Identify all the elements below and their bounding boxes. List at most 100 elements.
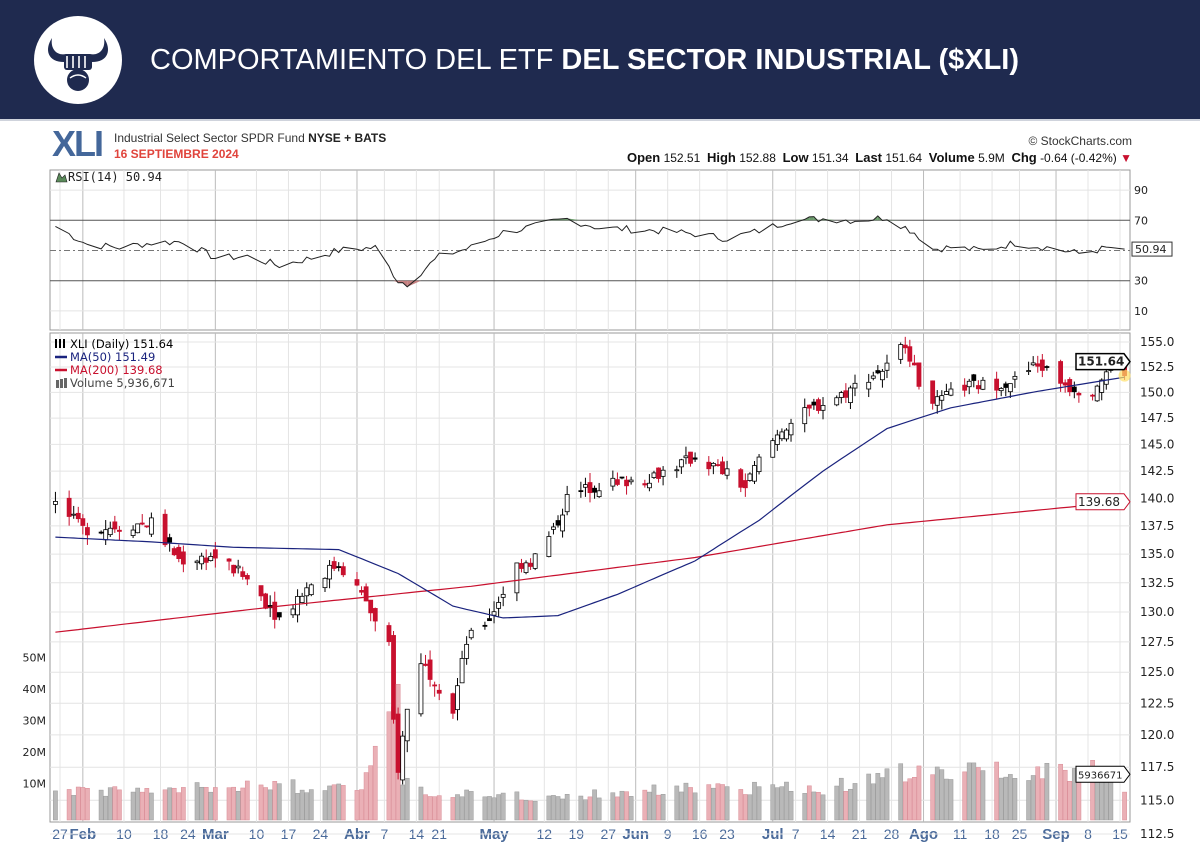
candle-body [1039, 359, 1045, 371]
candle-body [180, 551, 186, 565]
last-price-box [1075, 352, 1131, 371]
open-value: 152.51 [663, 151, 701, 165]
candle [898, 342, 904, 364]
price-panel [49, 332, 1131, 823]
candle-body [788, 422, 794, 436]
candle [194, 559, 200, 570]
candle-body [546, 536, 552, 557]
xli-legend: XLI (Daily) 151.64 [70, 337, 173, 351]
volume-bar [181, 787, 186, 821]
candle-body [427, 659, 433, 680]
candle [706, 456, 712, 476]
volume-bar [400, 784, 406, 821]
candle-body [98, 531, 104, 534]
candle [148, 512, 154, 537]
candle-body [459, 658, 465, 684]
volume-label: Volume [928, 150, 975, 165]
candle [870, 371, 876, 381]
candle [966, 378, 972, 395]
candle [564, 485, 570, 516]
candle [1062, 379, 1068, 393]
candle-body [327, 564, 332, 580]
candle-body [646, 482, 652, 489]
volume-bar [203, 787, 209, 821]
volume-bar [651, 784, 657, 821]
candle-body [1076, 392, 1082, 396]
exchange: NYSE + BATS [308, 131, 387, 145]
candle [1076, 391, 1082, 403]
candle-body [1103, 371, 1109, 385]
candle-body [615, 479, 620, 485]
rsi-last-box [1131, 241, 1173, 257]
candle-body [587, 482, 593, 494]
volume-bar [619, 790, 625, 821]
candle [779, 428, 785, 442]
volume-bar [244, 780, 250, 821]
candle-body [1012, 375, 1018, 380]
candle [587, 473, 593, 503]
candle-body [199, 555, 205, 565]
volume-bar [514, 791, 520, 821]
candle [244, 573, 250, 586]
volume-bar [235, 791, 241, 821]
candle [710, 462, 716, 475]
candle-body [1094, 385, 1100, 402]
volume-bar [528, 800, 533, 821]
candle-body [400, 735, 406, 781]
candle [340, 562, 346, 578]
candle [674, 465, 680, 478]
volume-bar [482, 796, 488, 821]
candle [742, 473, 748, 497]
candle [85, 522, 90, 545]
volume-bar [391, 706, 396, 821]
volume-bar [720, 784, 725, 821]
candle-body [1003, 383, 1009, 388]
candle-body [674, 469, 680, 472]
candle-body [971, 374, 977, 381]
volume-bar [322, 790, 328, 821]
candle [962, 378, 968, 397]
candle [642, 479, 648, 488]
candle [738, 467, 744, 493]
candle [930, 380, 936, 410]
candle [578, 481, 584, 498]
candle [263, 592, 269, 610]
candle-body [194, 560, 200, 564]
volume-bar [907, 778, 913, 821]
candle-body [628, 479, 634, 483]
candle [660, 466, 666, 486]
volume-bar [231, 786, 236, 821]
candle [162, 509, 168, 548]
rsi-overbought-fill [809, 216, 814, 221]
candle [359, 586, 364, 596]
candle-body [500, 593, 506, 598]
price-tick-label: 132.5 [1140, 576, 1174, 590]
candle [308, 583, 314, 597]
volume-bar [427, 796, 433, 821]
candle [788, 418, 794, 442]
rsi-tick-label: 70 [1134, 214, 1148, 227]
volume-bar [327, 785, 332, 821]
volume-bar [912, 777, 917, 821]
candle-body [386, 625, 392, 643]
ma50-legend: MA(50) 151.49 [70, 350, 155, 364]
candle [203, 549, 209, 571]
volume-bar [117, 789, 122, 821]
candle [258, 585, 264, 602]
volume-bar [1026, 780, 1031, 821]
title-bold: DEL SECTOR INDUSTRIAL ($XLI) [561, 44, 1020, 76]
candle-body [263, 593, 269, 609]
candle-body [395, 713, 401, 773]
candle [107, 521, 113, 537]
volume-bar [464, 789, 469, 821]
candle [130, 525, 136, 539]
last-value: 151.64 [885, 151, 923, 165]
volume-bar [788, 791, 794, 821]
candle [272, 591, 278, 629]
candle-body [870, 375, 876, 379]
rsi-legend: RSI(14) 50.94 [68, 170, 162, 184]
volume-bar [816, 792, 821, 821]
volume-bar [130, 791, 136, 821]
volume-bar [372, 745, 378, 821]
candle-body [706, 461, 712, 470]
